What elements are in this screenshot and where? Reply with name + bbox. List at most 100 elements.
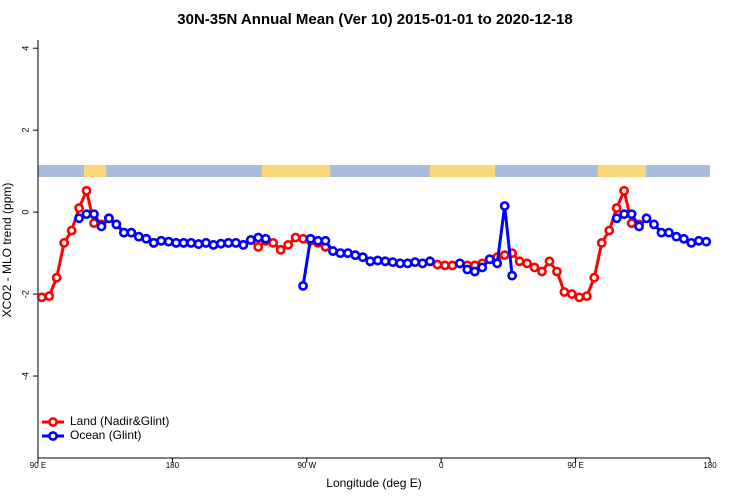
data-point bbox=[425, 256, 435, 267]
land-band bbox=[430, 165, 495, 177]
data-point bbox=[469, 266, 480, 277]
data-point bbox=[260, 233, 271, 244]
x-tick-label: 90 E bbox=[567, 461, 583, 470]
data-point bbox=[328, 246, 338, 256]
data-point bbox=[171, 237, 182, 248]
data-point bbox=[66, 225, 77, 236]
chart-title: 30N-35N Annual Mean (Ver 10) 2015-01-01 … bbox=[177, 11, 572, 28]
data-point bbox=[604, 225, 615, 236]
x-tick-label: 0 bbox=[439, 461, 444, 470]
series-line bbox=[41, 189, 640, 299]
data-point bbox=[96, 221, 107, 232]
data-point bbox=[193, 239, 204, 249]
y-axis-label: XCO2 - MLO trend (ppm) bbox=[0, 183, 14, 318]
data-point bbox=[89, 209, 99, 220]
land-band bbox=[598, 165, 646, 177]
data-point bbox=[514, 256, 525, 267]
data-point bbox=[447, 260, 458, 271]
data-point bbox=[283, 240, 294, 250]
data-point bbox=[544, 256, 555, 267]
legend: Land (Nadir&Glint)Ocean (Glint) bbox=[42, 414, 169, 442]
data-point bbox=[268, 237, 279, 248]
data-point bbox=[559, 287, 570, 297]
data-point bbox=[574, 292, 585, 303]
data-point bbox=[178, 237, 189, 248]
data-point bbox=[619, 209, 630, 220]
data-point bbox=[432, 259, 443, 270]
data-point bbox=[253, 232, 264, 243]
data-point bbox=[298, 280, 308, 291]
data-point bbox=[596, 237, 607, 248]
data-point bbox=[230, 237, 241, 248]
data-point bbox=[223, 237, 234, 248]
data-point bbox=[611, 203, 622, 213]
data-point bbox=[641, 213, 652, 224]
x-axis-label: Longitude (deg E) bbox=[326, 476, 421, 490]
data-point bbox=[313, 235, 323, 246]
ocean-band bbox=[38, 165, 710, 177]
data-point bbox=[656, 227, 667, 238]
data-point bbox=[320, 235, 331, 246]
x-tick-label: 180 bbox=[703, 461, 717, 470]
data-point bbox=[380, 256, 391, 267]
data-point bbox=[74, 203, 84, 213]
data-point bbox=[634, 221, 644, 232]
data-point bbox=[522, 258, 532, 269]
data-point bbox=[671, 231, 682, 242]
data-point bbox=[581, 291, 592, 302]
data-point bbox=[626, 209, 637, 220]
data-point bbox=[74, 213, 84, 224]
data-point bbox=[499, 201, 510, 211]
data-point bbox=[111, 219, 122, 230]
data-point bbox=[81, 209, 92, 220]
data-point bbox=[477, 262, 488, 273]
data-point bbox=[619, 185, 630, 196]
data-point bbox=[59, 237, 70, 248]
y-tick-label: 0 bbox=[20, 210, 30, 215]
data-point bbox=[51, 272, 62, 283]
data-point bbox=[238, 240, 249, 250]
data-point bbox=[201, 237, 211, 248]
data-point bbox=[208, 240, 219, 250]
land-ocean-strip bbox=[38, 165, 710, 177]
data-point bbox=[529, 262, 540, 273]
data-point bbox=[507, 270, 518, 281]
data-point bbox=[678, 233, 689, 244]
land-band bbox=[262, 165, 330, 177]
data-point bbox=[141, 233, 152, 244]
data-point bbox=[454, 258, 465, 269]
data-point bbox=[126, 227, 137, 238]
data-point bbox=[365, 256, 376, 267]
x-tick-label: 90 E bbox=[30, 461, 46, 470]
legend-marker bbox=[48, 431, 58, 441]
data-point bbox=[118, 227, 129, 238]
data-point bbox=[686, 237, 697, 248]
data-point bbox=[701, 236, 712, 247]
data-point bbox=[253, 242, 264, 252]
data-point bbox=[484, 254, 495, 265]
y-tick-label: -2 bbox=[20, 290, 30, 298]
data-point bbox=[410, 257, 420, 268]
data-point bbox=[611, 213, 622, 224]
data-point bbox=[245, 235, 256, 245]
data-point bbox=[417, 258, 428, 269]
data-point bbox=[148, 237, 159, 248]
data-point bbox=[552, 266, 562, 277]
data-point bbox=[693, 235, 704, 246]
x-tick-label: 180 bbox=[166, 461, 180, 470]
data-point bbox=[275, 244, 286, 255]
data-point bbox=[290, 232, 301, 243]
legend-label: Ocean (Glint) bbox=[70, 428, 141, 442]
y-tick-label: 4 bbox=[20, 46, 30, 51]
data-point bbox=[342, 248, 353, 258]
data-point bbox=[649, 219, 659, 230]
data-point bbox=[664, 227, 674, 238]
data-point bbox=[305, 233, 316, 244]
data-point bbox=[156, 235, 167, 246]
data-point bbox=[350, 250, 361, 261]
data-point bbox=[566, 289, 577, 299]
data-point bbox=[298, 233, 308, 244]
land-band bbox=[84, 165, 106, 177]
data-point bbox=[104, 213, 114, 224]
